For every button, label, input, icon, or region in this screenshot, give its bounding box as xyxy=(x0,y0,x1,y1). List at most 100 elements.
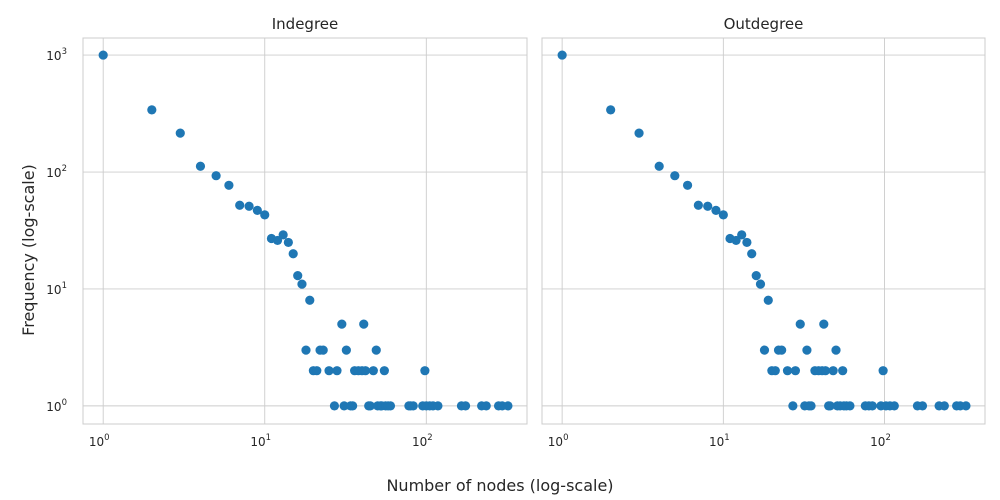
data-point-0-35 xyxy=(360,366,371,376)
y-axis-label: Frequency (log-scale) xyxy=(19,164,38,336)
data-point-0-22 xyxy=(318,345,328,355)
data-point-0-0 xyxy=(98,50,108,60)
data-point-1-38 xyxy=(828,366,838,376)
data-point-0-12 xyxy=(278,230,288,240)
data-point-0-1 xyxy=(147,105,157,115)
data-point-1-5 xyxy=(682,180,693,190)
panel-title-0: Indegree xyxy=(272,15,339,33)
data-point-0-16 xyxy=(297,279,307,289)
data-point-0-55 xyxy=(433,401,443,411)
data-point-0-17 xyxy=(301,345,311,355)
data-point-1-13 xyxy=(742,237,752,248)
data-point-0-38 xyxy=(368,366,378,376)
data-point-1-17 xyxy=(759,345,770,355)
x-axis-label: Number of nodes (log-scale) xyxy=(386,476,613,495)
data-point-0-27 xyxy=(339,401,349,411)
x-tick-label-1-2: 102 xyxy=(870,433,891,449)
data-point-1-34 xyxy=(819,319,829,329)
x-tick-exponent: 2 xyxy=(427,433,432,443)
x-tick-exponent: 0 xyxy=(563,433,568,443)
data-point-1-14 xyxy=(747,249,757,259)
data-point-0-34 xyxy=(359,319,369,329)
data-point-1-0 xyxy=(557,50,567,60)
x-tick-exponent: 1 xyxy=(266,433,271,443)
data-point-1-39 xyxy=(831,345,841,355)
data-point-1-45 xyxy=(845,401,855,411)
data-point-1-12 xyxy=(737,230,747,240)
data-point-0-25 xyxy=(332,366,342,376)
data-point-1-22 xyxy=(777,345,787,355)
data-point-0-8 xyxy=(252,205,262,215)
y-tick-exponent: 2 xyxy=(62,164,67,174)
y-tick-label-0-2: 102 xyxy=(46,164,67,180)
data-point-1-18 xyxy=(763,295,773,305)
data-point-0-24 xyxy=(329,401,340,411)
data-point-0-46 xyxy=(385,401,396,411)
data-point-0-11 xyxy=(272,235,283,246)
plot-area-0 xyxy=(82,37,528,425)
data-point-1-55 xyxy=(917,401,928,411)
data-point-1-8 xyxy=(711,205,721,215)
data-point-1-15 xyxy=(751,271,761,281)
y-tick-exponent: 1 xyxy=(62,281,67,291)
data-point-0-2 xyxy=(175,128,185,138)
data-point-0-59 xyxy=(481,401,491,411)
data-point-1-35 xyxy=(820,366,831,376)
x-tick-label-0-2: 102 xyxy=(412,433,433,449)
y-tick-label-0-3: 103 xyxy=(46,47,67,63)
data-point-0-7 xyxy=(244,201,254,211)
data-point-1-48 xyxy=(867,401,877,411)
data-point-0-49 xyxy=(408,401,418,411)
y-tick-exponent: 0 xyxy=(62,398,67,408)
data-point-1-53 xyxy=(889,401,899,411)
x-tick-exponent: 0 xyxy=(104,433,109,443)
data-point-1-28 xyxy=(802,345,812,355)
x-tick-exponent: 2 xyxy=(885,433,890,443)
x-tick-label-0-1: 101 xyxy=(250,433,271,449)
data-point-0-30 xyxy=(348,401,358,411)
data-point-0-6 xyxy=(235,200,245,210)
data-point-0-4 xyxy=(211,171,221,181)
data-point-1-23 xyxy=(782,366,793,376)
data-point-1-37 xyxy=(825,401,835,411)
x-tick-label-1-1: 101 xyxy=(709,433,730,449)
data-point-1-30 xyxy=(806,401,816,411)
data-point-1-9 xyxy=(718,210,728,220)
data-point-1-24 xyxy=(788,401,798,411)
data-point-0-39 xyxy=(371,345,381,355)
x-tick-label-1-0: 100 xyxy=(548,433,569,449)
data-point-0-62 xyxy=(503,401,513,411)
data-point-0-9 xyxy=(260,210,270,220)
data-point-1-26 xyxy=(795,319,805,329)
data-point-1-25 xyxy=(790,366,801,376)
data-point-1-57 xyxy=(939,401,949,411)
data-point-0-18 xyxy=(305,295,315,305)
data-point-0-51 xyxy=(420,366,430,376)
data-point-1-2 xyxy=(634,128,644,138)
data-point-1-60 xyxy=(961,401,971,411)
data-point-0-37 xyxy=(365,401,375,411)
data-point-0-5 xyxy=(224,180,234,190)
data-point-0-23 xyxy=(324,366,334,376)
data-point-0-15 xyxy=(293,271,303,281)
data-point-0-13 xyxy=(283,237,293,248)
data-point-1-7 xyxy=(703,201,713,211)
data-point-0-20 xyxy=(312,366,322,376)
data-point-0-26 xyxy=(337,319,347,329)
plot-area-1 xyxy=(541,37,986,425)
data-point-0-14 xyxy=(288,249,298,259)
data-point-1-42 xyxy=(838,366,848,376)
y-tick-label-0-1: 101 xyxy=(46,281,67,297)
data-point-1-3 xyxy=(654,161,664,171)
data-point-1-16 xyxy=(755,279,766,289)
data-point-1-1 xyxy=(606,105,616,115)
data-point-1-6 xyxy=(693,200,703,210)
data-point-0-57 xyxy=(460,401,471,411)
x-tick-label-0-0: 100 xyxy=(89,433,110,449)
panel-title-1: Outdegree xyxy=(724,15,804,33)
x-tick-exponent: 1 xyxy=(724,433,729,443)
data-point-0-28 xyxy=(341,345,351,355)
